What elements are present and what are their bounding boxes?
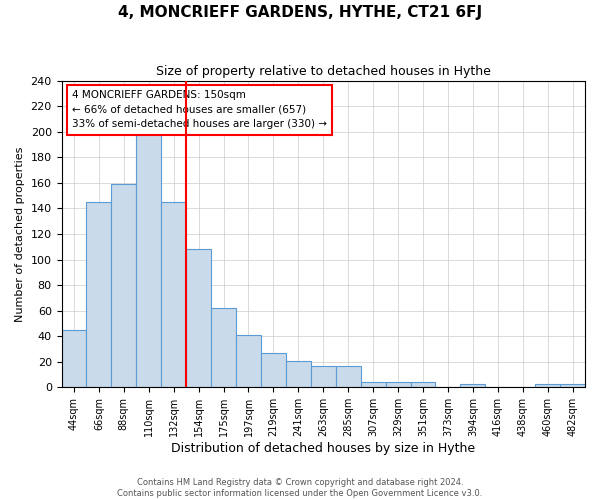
Y-axis label: Number of detached properties: Number of detached properties (15, 146, 25, 322)
X-axis label: Distribution of detached houses by size in Hythe: Distribution of detached houses by size … (171, 442, 475, 455)
Bar (386, 382, 410, 388)
Bar (186, 250, 211, 388)
Bar (136, 130, 161, 388)
Bar (86, 202, 112, 388)
Text: 4, MONCRIEFF GARDENS, HYTHE, CT21 6FJ: 4, MONCRIEFF GARDENS, HYTHE, CT21 6FJ (118, 5, 482, 20)
Bar (560, 384, 585, 388)
Bar (261, 353, 286, 388)
Text: Contains HM Land Registry data © Crown copyright and database right 2024.
Contai: Contains HM Land Registry data © Crown c… (118, 478, 482, 498)
Bar (410, 382, 436, 388)
Title: Size of property relative to detached houses in Hythe: Size of property relative to detached ho… (156, 65, 491, 78)
Bar (236, 335, 261, 388)
Bar (535, 384, 560, 388)
Bar (112, 184, 136, 388)
Bar (161, 202, 186, 388)
Bar (211, 308, 236, 388)
Bar (286, 360, 311, 388)
Bar (336, 366, 361, 388)
Bar (62, 330, 86, 388)
Bar (460, 384, 485, 388)
Bar (311, 366, 336, 388)
Bar (361, 382, 386, 388)
Text: 4 MONCRIEFF GARDENS: 150sqm
← 66% of detached houses are smaller (657)
33% of se: 4 MONCRIEFF GARDENS: 150sqm ← 66% of det… (72, 90, 327, 130)
